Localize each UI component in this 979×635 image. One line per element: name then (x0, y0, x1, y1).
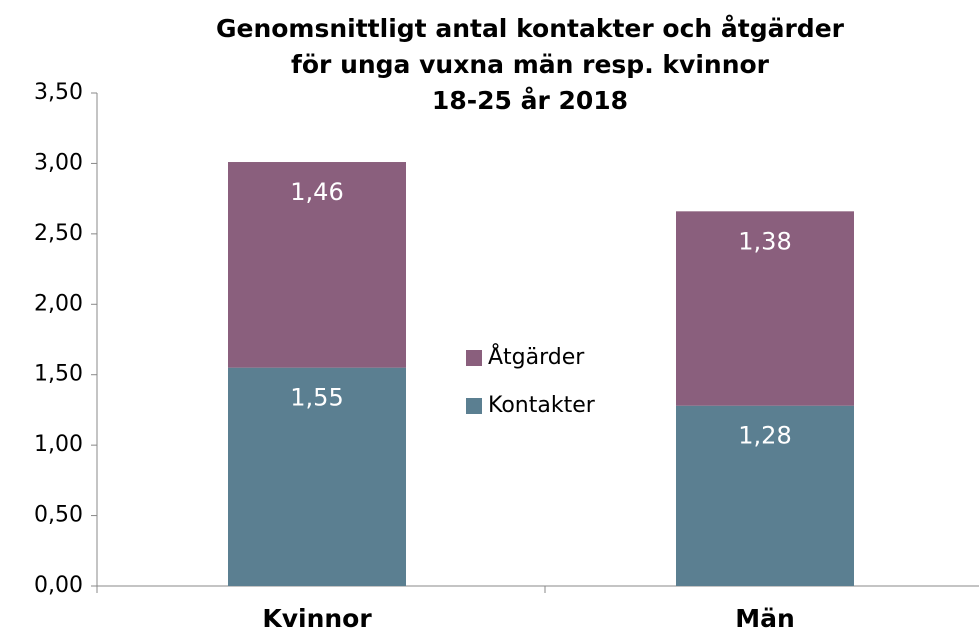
y-tick-label: 1,50 (34, 362, 83, 387)
y-tick-label: 2,50 (34, 221, 83, 246)
chart-title: Genomsnittligt antal kontakter och åtgär… (216, 14, 845, 43)
y-tick-label: 1,00 (34, 432, 83, 457)
x-tick-label: Män (735, 604, 795, 633)
bar-segment (676, 211, 854, 406)
chart-title: för unga vuxna män resp. kvinnor (291, 50, 770, 79)
y-tick-label: 2,00 (34, 291, 83, 316)
y-tick-label: 0,00 (34, 573, 83, 598)
value-label: 1,55 (290, 384, 343, 412)
x-tick-label: Kvinnor (262, 604, 372, 633)
legend-label: Kontakter (488, 393, 596, 418)
y-tick-label: 3,00 (34, 150, 83, 175)
value-label: 1,28 (738, 422, 791, 450)
bar-segment (228, 162, 406, 368)
y-tick-label: 3,50 (34, 80, 83, 105)
legend-swatch (466, 350, 482, 366)
legend-swatch (466, 398, 482, 414)
value-label: 1,38 (738, 227, 791, 255)
bar-segment (676, 405, 854, 586)
chart-title: 18-25 år 2018 (432, 86, 628, 115)
legend-label: Åtgärder (488, 343, 585, 370)
y-tick-label: 0,50 (34, 503, 83, 528)
value-label: 1,46 (290, 178, 343, 206)
bar-segment (228, 367, 406, 586)
